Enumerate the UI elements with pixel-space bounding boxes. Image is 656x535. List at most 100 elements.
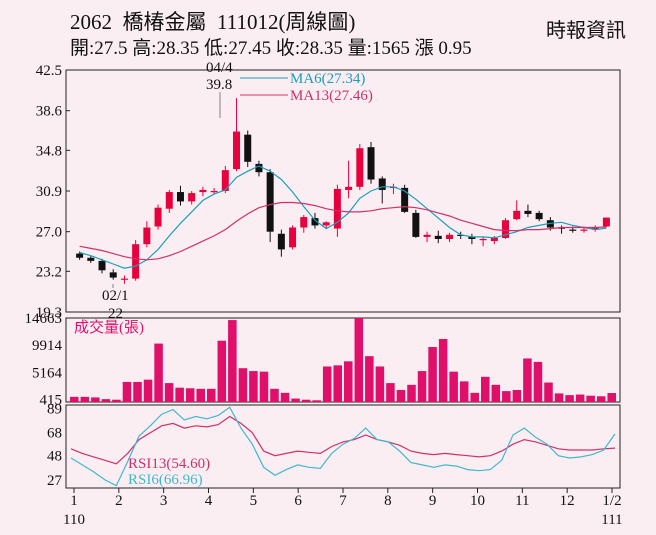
chart-title: 2062 橋椿金屬 111012(周線圖) <box>70 6 355 36</box>
price-y-tick: 42.5 <box>36 63 62 79</box>
price-y-tick: 34.8 <box>36 143 62 159</box>
volume-bar <box>322 366 332 402</box>
price-y-tick: 19.3 <box>36 305 62 321</box>
volume-bar <box>280 392 290 402</box>
x-tick-label: 3 <box>160 493 168 509</box>
volume-bar <box>533 361 543 402</box>
volume-bar <box>375 366 385 402</box>
legend-label: MA6(27.34) <box>290 71 365 87</box>
rsi-legend-label: RSI13(54.60) <box>128 456 210 472</box>
volume-bar <box>122 381 132 402</box>
candle-body <box>602 217 610 227</box>
volume-bar <box>207 388 216 402</box>
volume-bar <box>565 395 574 402</box>
ma13-line <box>79 201 607 261</box>
volume-bar <box>354 318 364 402</box>
volume-bar <box>270 388 279 402</box>
rsi13-line <box>70 415 616 465</box>
price-y-tick: 38.6 <box>36 104 63 120</box>
rsi-legend-label: RSI6(66.96) <box>128 472 203 488</box>
price-y-tick: 27.0 <box>36 225 62 241</box>
volume-bar <box>249 371 258 402</box>
volume-bar <box>175 387 184 402</box>
volume-bar <box>164 383 174 402</box>
candle-body <box>76 253 84 258</box>
source-label: 時報資訊 <box>546 20 626 42</box>
annotation-high-date: 04/4 <box>206 60 233 76</box>
candle-body <box>490 237 498 242</box>
candle-body <box>289 227 297 248</box>
candle-body <box>244 134 252 162</box>
volume-bar <box>228 320 237 402</box>
volume-bar <box>291 398 300 402</box>
volume-bar <box>586 395 595 402</box>
volume-bar <box>133 381 142 402</box>
candle-body <box>401 187 409 212</box>
x-tick-label: 4 <box>205 493 213 509</box>
volume-bar <box>491 384 501 402</box>
volume-bar <box>80 396 90 402</box>
candle-body <box>479 238 487 241</box>
candle-body <box>154 207 162 227</box>
x-tick-label: 5 <box>250 493 258 509</box>
annotation-low-date: 02/1 <box>102 288 129 304</box>
x-tick-label: 12 <box>560 493 575 509</box>
candle-body <box>535 212 543 220</box>
volume-bar <box>554 393 564 402</box>
volume-bar <box>112 399 121 402</box>
volume-bar <box>301 399 311 402</box>
candle-body <box>367 147 375 180</box>
x-tick-label: 6 <box>294 493 302 509</box>
rsi-y-tick: 68 <box>47 426 62 442</box>
volume-bar <box>386 383 395 402</box>
x-tick-label: 7 <box>339 493 347 509</box>
rsi6-line <box>70 406 616 487</box>
candle-body <box>109 272 117 278</box>
x-tick-label: 1/2 <box>602 493 621 509</box>
candle-body <box>210 191 218 193</box>
candle-body <box>524 210 532 214</box>
volume-bar <box>238 368 248 402</box>
candle-body <box>412 212 420 237</box>
price-y-tick: 30.9 <box>36 184 62 200</box>
volume-bar <box>512 389 522 402</box>
candle-body <box>120 278 128 280</box>
volume-bar <box>523 358 532 402</box>
ohlc-summary: 開:27.5 高:28.35 低:27.45 收:28.35 量:1565 漲 … <box>70 38 472 59</box>
x-year-start: 110 <box>63 512 85 528</box>
candle-body <box>188 193 196 202</box>
volume-bar <box>428 347 437 402</box>
candle-body <box>580 229 588 231</box>
volume-bar <box>544 382 553 402</box>
volume-y-tick: 5164 <box>32 365 63 381</box>
candle-body <box>98 260 106 271</box>
candle-body <box>457 234 465 237</box>
volume-bar <box>459 381 469 402</box>
volume-bar <box>502 391 511 402</box>
price-y-tick: 23.2 <box>36 264 62 280</box>
candle-body <box>266 172 274 232</box>
candle-body <box>165 192 173 209</box>
volume-bar <box>396 389 406 402</box>
candle-body <box>378 178 386 190</box>
volume-bar <box>101 399 111 402</box>
candle-body <box>277 233 285 250</box>
candle-body <box>356 148 364 187</box>
volume-bar <box>217 340 227 402</box>
rsi-y-tick: 27 <box>47 473 63 489</box>
volume-bar <box>196 388 205 402</box>
candle-body <box>468 236 476 239</box>
volume-bar <box>333 365 342 402</box>
candle-body <box>569 229 577 231</box>
stock-name: 橋椿金屬 <box>122 10 207 34</box>
candle-body <box>434 235 442 239</box>
volume-title: 成交量(張) <box>74 318 144 336</box>
chart-date: 111012(周線圖) <box>217 10 356 34</box>
volume-bar <box>575 394 585 402</box>
volume-bar <box>449 371 458 402</box>
volume-bar <box>344 361 353 402</box>
volume-y-tick: 9914 <box>32 338 63 354</box>
rsi-y-tick: 89 <box>47 401 62 417</box>
x-year-end: 111 <box>601 512 622 528</box>
